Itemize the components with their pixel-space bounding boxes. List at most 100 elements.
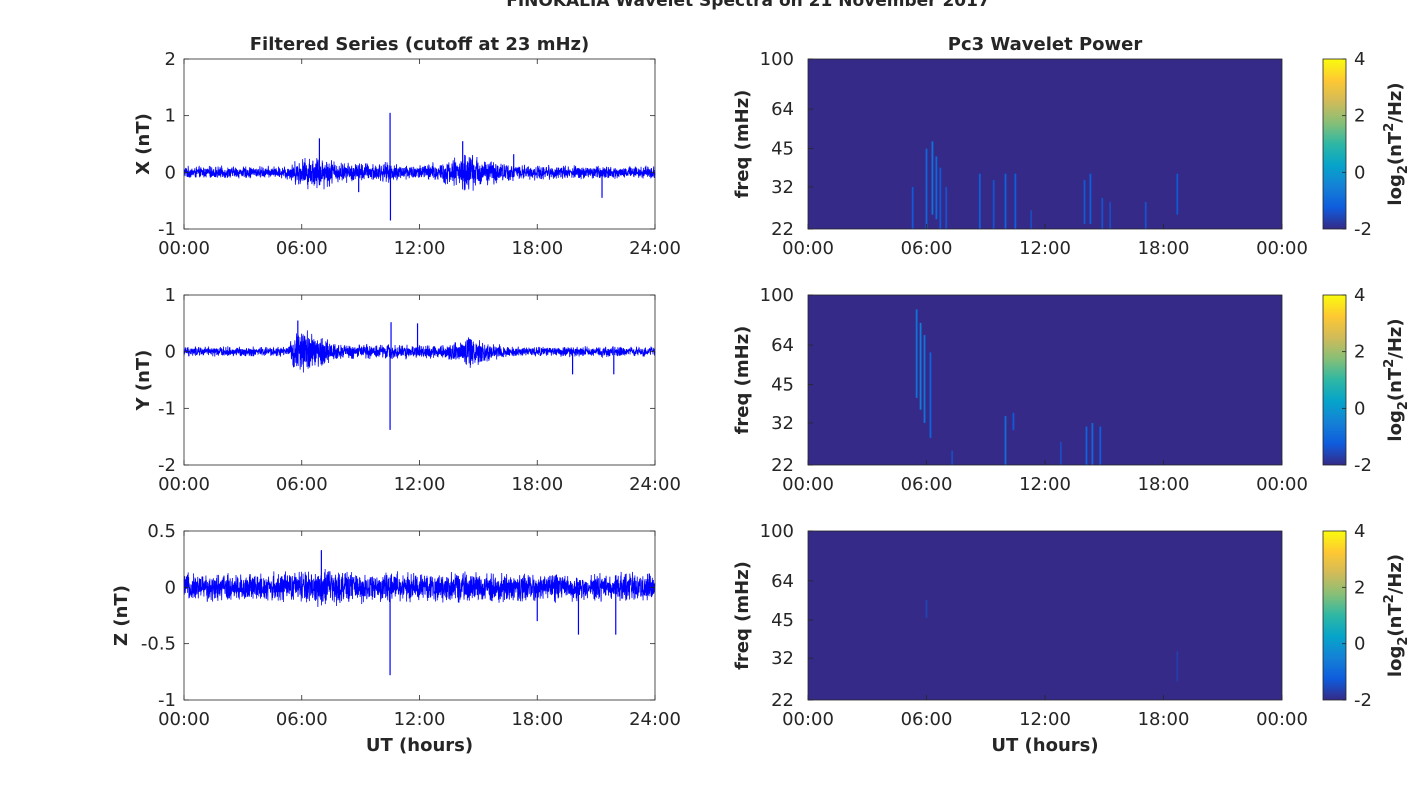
- x-tick-label: 18:00: [1138, 709, 1190, 730]
- x-tick-label: 18:00: [511, 709, 563, 730]
- series-line: [183, 330, 656, 373]
- x-tick-label: 18:00: [511, 238, 563, 259]
- y-tick-label: 1: [165, 285, 176, 306]
- x-tick-label: 12:00: [1019, 709, 1071, 730]
- x-tick-label: 00:00: [1256, 238, 1308, 259]
- y-tick-label: 45: [771, 139, 794, 160]
- x-tick-label: 18:00: [511, 474, 563, 495]
- y-tick-label: 22: [771, 455, 794, 476]
- colorbar-label-open: (nT: [1385, 367, 1406, 401]
- x-tick-label: 12:00: [1019, 238, 1071, 259]
- power-streak: [1030, 210, 1033, 229]
- colorbar-label-open: (nT: [1385, 603, 1406, 637]
- x-tick-label: 18:00: [1138, 238, 1190, 259]
- y-tick-label: 32: [771, 648, 794, 669]
- y-tick-label: 22: [771, 690, 794, 711]
- colorbar-tick-label: -2: [1354, 455, 1372, 476]
- power-streak: [1004, 416, 1007, 465]
- power-streak: [925, 599, 928, 618]
- panels: 00:00 06:00 12:00 18:00 24:00 -1 0 1 2 X (nT) Filt…: [111, 34, 1411, 756]
- colorbar-tick-label: 4: [1354, 49, 1365, 70]
- y-axis-label: Z (nT): [111, 585, 132, 646]
- y-axis-label: freq (mHz): [732, 561, 753, 670]
- y-tick-label: 32: [771, 177, 794, 198]
- series-panel-z: 00:00 06:00 12:00 18:00 24:00 -1 -0.5 0 0.5 Z (nT…: [111, 521, 681, 756]
- power-streak: [1091, 422, 1094, 465]
- y-tick-label: 45: [771, 375, 794, 396]
- y-tick-label: 100: [760, 285, 794, 306]
- power-streak: [931, 141, 934, 215]
- colorbar-label-log: log: [1385, 174, 1406, 205]
- colorbar-label-log: log: [1385, 410, 1406, 441]
- colorbar-tick-label: 0: [1354, 634, 1365, 655]
- panel-title: Filtered Series (cutoff at 23 mHz): [250, 34, 589, 55]
- power-streak: [1012, 412, 1015, 431]
- x-tick-label: 12:00: [1019, 474, 1071, 495]
- colorbar-tick-label: 2: [1354, 577, 1365, 598]
- x-tick-label: 06:00: [901, 474, 953, 495]
- colorbar-label-sup: 2: [1382, 123, 1397, 132]
- x-tick-label: 12:00: [394, 709, 446, 730]
- colorbar-tick-label: -2: [1354, 690, 1372, 711]
- y-tick-label: 0: [165, 577, 176, 598]
- colorbar-tick-label: 0: [1354, 162, 1365, 183]
- colorbar-label: log2(nT2/Hz): [1382, 554, 1411, 677]
- heatmap-background: [808, 295, 1282, 465]
- y-tick-label: 64: [771, 335, 794, 356]
- x-tick-label: 00:00: [782, 238, 834, 259]
- wavelet-panel-z: 00:00 06:00 12:00 18:00 00:0022324564100freq…: [732, 521, 1411, 756]
- y-tick-label: 100: [760, 49, 794, 70]
- wavelet-panel-y: 00:00 06:00 12:00 18:00 00:0022324564100freq…: [732, 285, 1411, 495]
- power-streak: [919, 322, 922, 410]
- power-streak: [1004, 173, 1007, 229]
- colorbar-label-sup: 2: [1382, 359, 1397, 368]
- y-tick-label: 0: [165, 162, 176, 183]
- power-streak: [992, 180, 995, 229]
- power-streak: [945, 186, 948, 229]
- x-tick-label: 18:00: [1138, 474, 1190, 495]
- x-tick-label: 06:00: [901, 238, 953, 259]
- colorbar-label-tail: /Hz): [1385, 82, 1406, 122]
- x-tick-label: 24:00: [629, 238, 681, 259]
- colorbar-label-log: log: [1385, 646, 1406, 677]
- colorbar-label-open: (nT: [1385, 131, 1406, 165]
- plot-area: [184, 531, 655, 700]
- colorbar-tick-label: 2: [1354, 342, 1365, 363]
- power-streak: [1085, 426, 1088, 465]
- series-panel-x: 00:00 06:00 12:00 18:00 24:00 -1 0 1 2 X (nT) Filt…: [133, 34, 681, 259]
- colorbar-tick-label: 0: [1354, 398, 1365, 419]
- y-tick-label: -1: [158, 398, 176, 419]
- power-streak: [935, 156, 938, 220]
- y-tick-label: 32: [771, 413, 794, 434]
- y-tick-label: -2: [158, 455, 176, 476]
- figure-title: FINOKALIA Wavelet Spectra on 21 November…: [506, 0, 990, 11]
- colorbar: [1322, 530, 1347, 701]
- x-tick-label: 00:00: [158, 709, 210, 730]
- y-tick-label: 64: [771, 571, 794, 592]
- y-tick-label: 64: [771, 99, 794, 120]
- colorbar-label-tail: /Hz): [1385, 554, 1406, 594]
- power-streak: [1059, 442, 1062, 465]
- colorbar: [1322, 58, 1347, 230]
- x-tick-label: 12:00: [394, 238, 446, 259]
- power-streak: [1176, 651, 1179, 682]
- x-axis-label: UT (hours): [991, 735, 1098, 756]
- y-tick-label: 2: [165, 49, 176, 70]
- y-axis-label: freq (mHz): [732, 90, 753, 199]
- y-tick-label: 100: [760, 521, 794, 542]
- x-tick-label: 24:00: [629, 474, 681, 495]
- power-streak: [951, 450, 954, 465]
- power-streak: [1083, 180, 1086, 225]
- y-tick-label: 0.5: [147, 521, 176, 542]
- plot-area: [184, 59, 655, 229]
- x-tick-label: 06:00: [276, 238, 328, 259]
- power-streak: [939, 167, 942, 229]
- y-axis-label: Y (nT): [133, 350, 154, 412]
- x-tick-label: 12:00: [394, 474, 446, 495]
- colorbar: [1322, 294, 1347, 466]
- colorbar-tick-label: 4: [1354, 521, 1365, 542]
- power-streak: [925, 148, 928, 229]
- series-line: [183, 154, 656, 191]
- power-streak: [1099, 426, 1102, 465]
- power-streak: [911, 186, 914, 229]
